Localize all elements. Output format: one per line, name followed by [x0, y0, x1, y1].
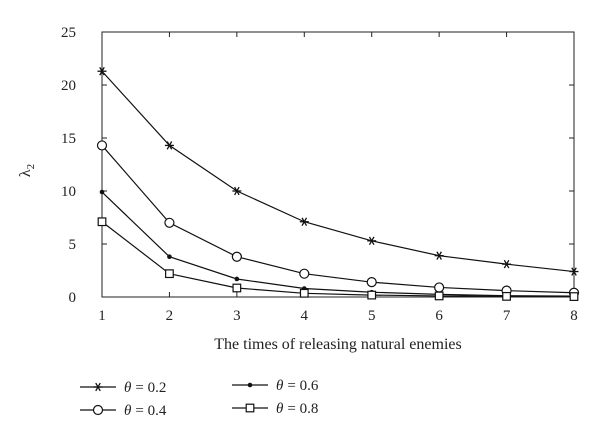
- data-point: [234, 276, 240, 282]
- data-point: [502, 291, 511, 301]
- x-tick-label: 3: [233, 308, 241, 324]
- legend-value: = 0.8: [287, 401, 318, 417]
- legend-marker: [245, 403, 255, 413]
- data-point: [97, 217, 107, 227]
- legend-item: θ = 0.6: [232, 378, 319, 394]
- data-point: [99, 189, 105, 195]
- y-tick-label: 15: [61, 131, 76, 147]
- legend-symbol: θ: [124, 380, 132, 396]
- y-tick-label: 5: [69, 237, 77, 253]
- legend-label: θ = 0.2: [124, 380, 166, 396]
- data-point: [502, 259, 512, 269]
- legend-value: = 0.6: [287, 378, 318, 394]
- x-tick-label: 4: [301, 308, 309, 324]
- data-point: [232, 283, 242, 293]
- data-point: [569, 292, 579, 301]
- series-square: [97, 217, 579, 301]
- y-tick-label: 10: [61, 184, 76, 200]
- data-point: [167, 254, 172, 260]
- legend-symbol: θ: [276, 378, 284, 394]
- legend-label: θ = 0.8: [276, 401, 318, 417]
- data-point: [96, 140, 108, 151]
- legend-value: = 0.4: [135, 403, 166, 419]
- data-point: [165, 269, 174, 279]
- x-tick-label: 5: [368, 308, 376, 324]
- y-tick-label: 20: [61, 78, 76, 94]
- legend-item: θ = 0.4: [80, 403, 167, 419]
- data-point: [434, 282, 445, 293]
- series-layer: [96, 66, 580, 301]
- x-axis-ticks: 1 2 3 4 5 6 7 8: [98, 32, 578, 324]
- y-axis-ticks: 0 5 10 15 20 25: [61, 25, 574, 306]
- y-tick-label: 0: [69, 290, 77, 306]
- data-point: [299, 217, 309, 226]
- y-tick-label: 25: [61, 25, 76, 41]
- legend-symbol: θ: [276, 401, 284, 417]
- series-dot: [99, 189, 577, 299]
- series-line: [101, 145, 575, 294]
- x-tick-label: 8: [570, 308, 578, 324]
- data-point: [97, 66, 107, 76]
- data-point: [434, 291, 444, 301]
- legend-value: = 0.2: [135, 380, 166, 396]
- y-axis-title: λ2: [17, 164, 37, 177]
- x-tick-label: 7: [503, 308, 511, 324]
- data-point: [367, 236, 377, 246]
- legend-item: θ = 0.8: [232, 401, 318, 417]
- data-point: [366, 277, 377, 288]
- data-point: [367, 290, 377, 300]
- x-tick-label: 2: [166, 308, 174, 324]
- x-tick-label: 6: [435, 308, 443, 324]
- data-point: [569, 267, 579, 276]
- data-point: [164, 217, 175, 228]
- y-axis-title-subscript: 2: [25, 164, 37, 170]
- legend: θ = 0.2θ = 0.4θ = 0.6θ = 0.8: [80, 378, 319, 419]
- x-axis-title: The times of releasing natural enemies: [214, 336, 461, 353]
- y-axis-title-symbol: λ: [17, 169, 34, 177]
- data-point: [232, 186, 242, 196]
- legend-item: θ = 0.2: [80, 380, 166, 396]
- data-point: [164, 141, 174, 150]
- data-point: [231, 251, 242, 262]
- series-line: [101, 221, 575, 298]
- legend-marker: [247, 382, 253, 388]
- legend-symbol: θ: [124, 403, 132, 419]
- x-tick-label: 1: [98, 308, 106, 324]
- legend-marker: [93, 382, 103, 392]
- data-point: [299, 268, 310, 279]
- series-asterisk: [97, 66, 579, 276]
- series-line: [101, 191, 575, 297]
- data-point: [434, 251, 444, 260]
- plot-axes: [101, 31, 575, 298]
- data-point: [299, 288, 309, 298]
- legend-label: θ = 0.6: [276, 378, 319, 394]
- legend-marker: [92, 404, 104, 416]
- series-line: [101, 70, 575, 273]
- legend-label: θ = 0.4: [124, 403, 167, 419]
- plot-frame: [101, 31, 575, 298]
